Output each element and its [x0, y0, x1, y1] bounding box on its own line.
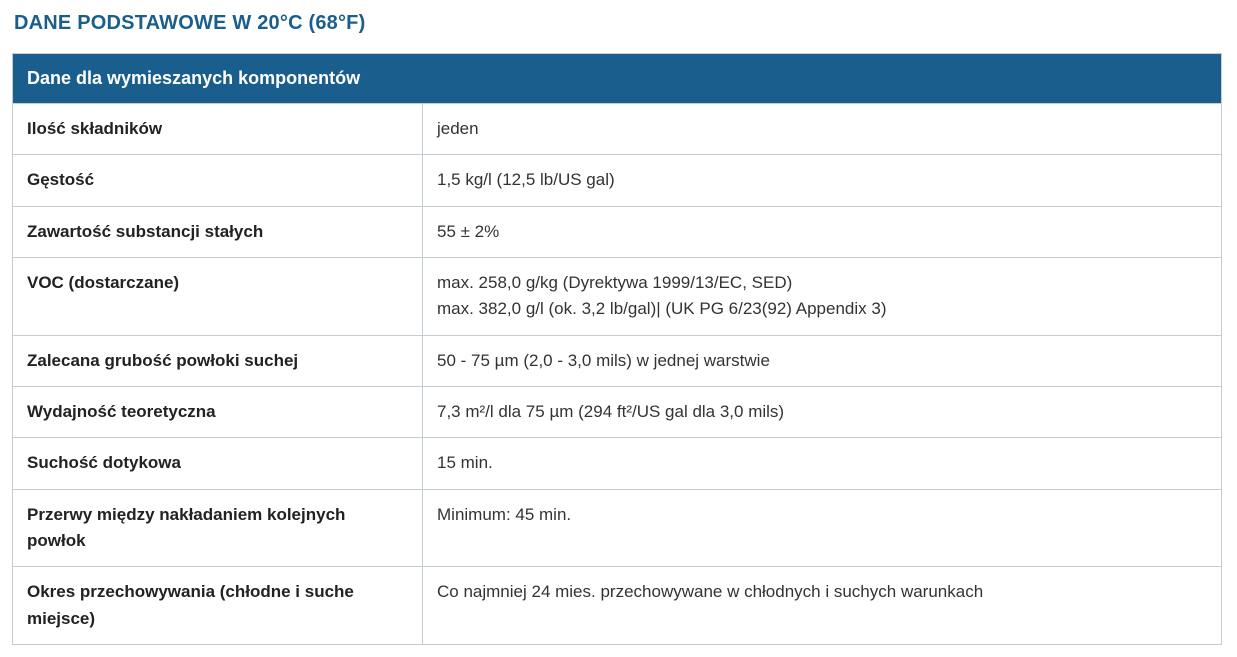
row-label: Ilość składników: [13, 104, 423, 155]
row-value: 55 ± 2%: [423, 206, 1222, 257]
row-value: 7,3 m²/l dla 75 µm (294 ft²/US gal dla 3…: [423, 387, 1222, 438]
row-label: Zawartość substancji stałych: [13, 206, 423, 257]
row-value: 15 min.: [423, 438, 1222, 489]
row-value-line: 55 ± 2%: [437, 219, 1207, 245]
table-header-row: Dane dla wymieszanych komponentów: [13, 54, 1222, 104]
row-value: max. 258,0 g/kg (Dyrektywa 1999/13/EC, S…: [423, 258, 1222, 336]
table-row: Wydajność teoretyczna 7,3 m²/l dla 75 µm …: [13, 387, 1222, 438]
row-value-line: max. 258,0 g/kg (Dyrektywa 1999/13/EC, S…: [437, 270, 1207, 296]
row-value-line: Minimum: 45 min.: [437, 502, 1207, 528]
row-value: 50 - 75 µm (2,0 - 3,0 mils) w jednej war…: [423, 335, 1222, 386]
row-label: Suchość dotykowa: [13, 438, 423, 489]
row-label: Przerwy między nakładaniem kolejnych pow…: [13, 489, 423, 567]
row-label: Gęstość: [13, 155, 423, 206]
row-label: Zalecana grubość powłoki suchej: [13, 335, 423, 386]
row-value-line: 50 - 75 µm (2,0 - 3,0 mils) w jednej war…: [437, 348, 1207, 374]
table-row: VOC (dostarczane) max. 258,0 g/kg (Dyrekt…: [13, 258, 1222, 336]
row-value-line: Co najmniej 24 mies. przechowywane w chł…: [437, 579, 1207, 605]
row-value-line: max. 382,0 g/l (ok. 3,2 lb/gal)| (UK PG …: [437, 296, 1207, 322]
table-row: Okres przechowywania (chłodne i suche mi…: [13, 567, 1222, 645]
row-value: Co najmniej 24 mies. przechowywane w chł…: [423, 567, 1222, 645]
row-value: 1,5 kg/l (12,5 lb/US gal): [423, 155, 1222, 206]
table-row: Przerwy między nakładaniem kolejnych pow…: [13, 489, 1222, 567]
row-label: VOC (dostarczane): [13, 258, 423, 336]
row-value-line: jeden: [437, 116, 1207, 142]
table-row: Gęstość 1,5 kg/l (12,5 lb/US gal): [13, 155, 1222, 206]
row-value-line: 1,5 kg/l (12,5 lb/US gal): [437, 167, 1207, 193]
table-header: Dane dla wymieszanych komponentów: [13, 54, 1222, 104]
row-value: Minimum: 45 min.: [423, 489, 1222, 567]
row-value: jeden: [423, 104, 1222, 155]
table-row: Suchość dotykowa 15 min.: [13, 438, 1222, 489]
row-value-line: 7,3 m²/l dla 75 µm (294 ft²/US gal dla 3…: [437, 399, 1207, 425]
spec-table: Dane dla wymieszanych komponentów Ilość …: [12, 53, 1222, 645]
table-row: Ilość składników jeden: [13, 104, 1222, 155]
row-label: Okres przechowywania (chłodne i suche mi…: [13, 567, 423, 645]
row-value-line: 15 min.: [437, 450, 1207, 476]
section-heading: DANE PODSTAWOWE W 20°C (68°F): [14, 12, 1225, 35]
table-row: Zawartość substancji stałych 55 ± 2%: [13, 206, 1222, 257]
table-row: Zalecana grubość powłoki suchej 50 - 75 µ…: [13, 335, 1222, 386]
row-label: Wydajność teoretyczna: [13, 387, 423, 438]
